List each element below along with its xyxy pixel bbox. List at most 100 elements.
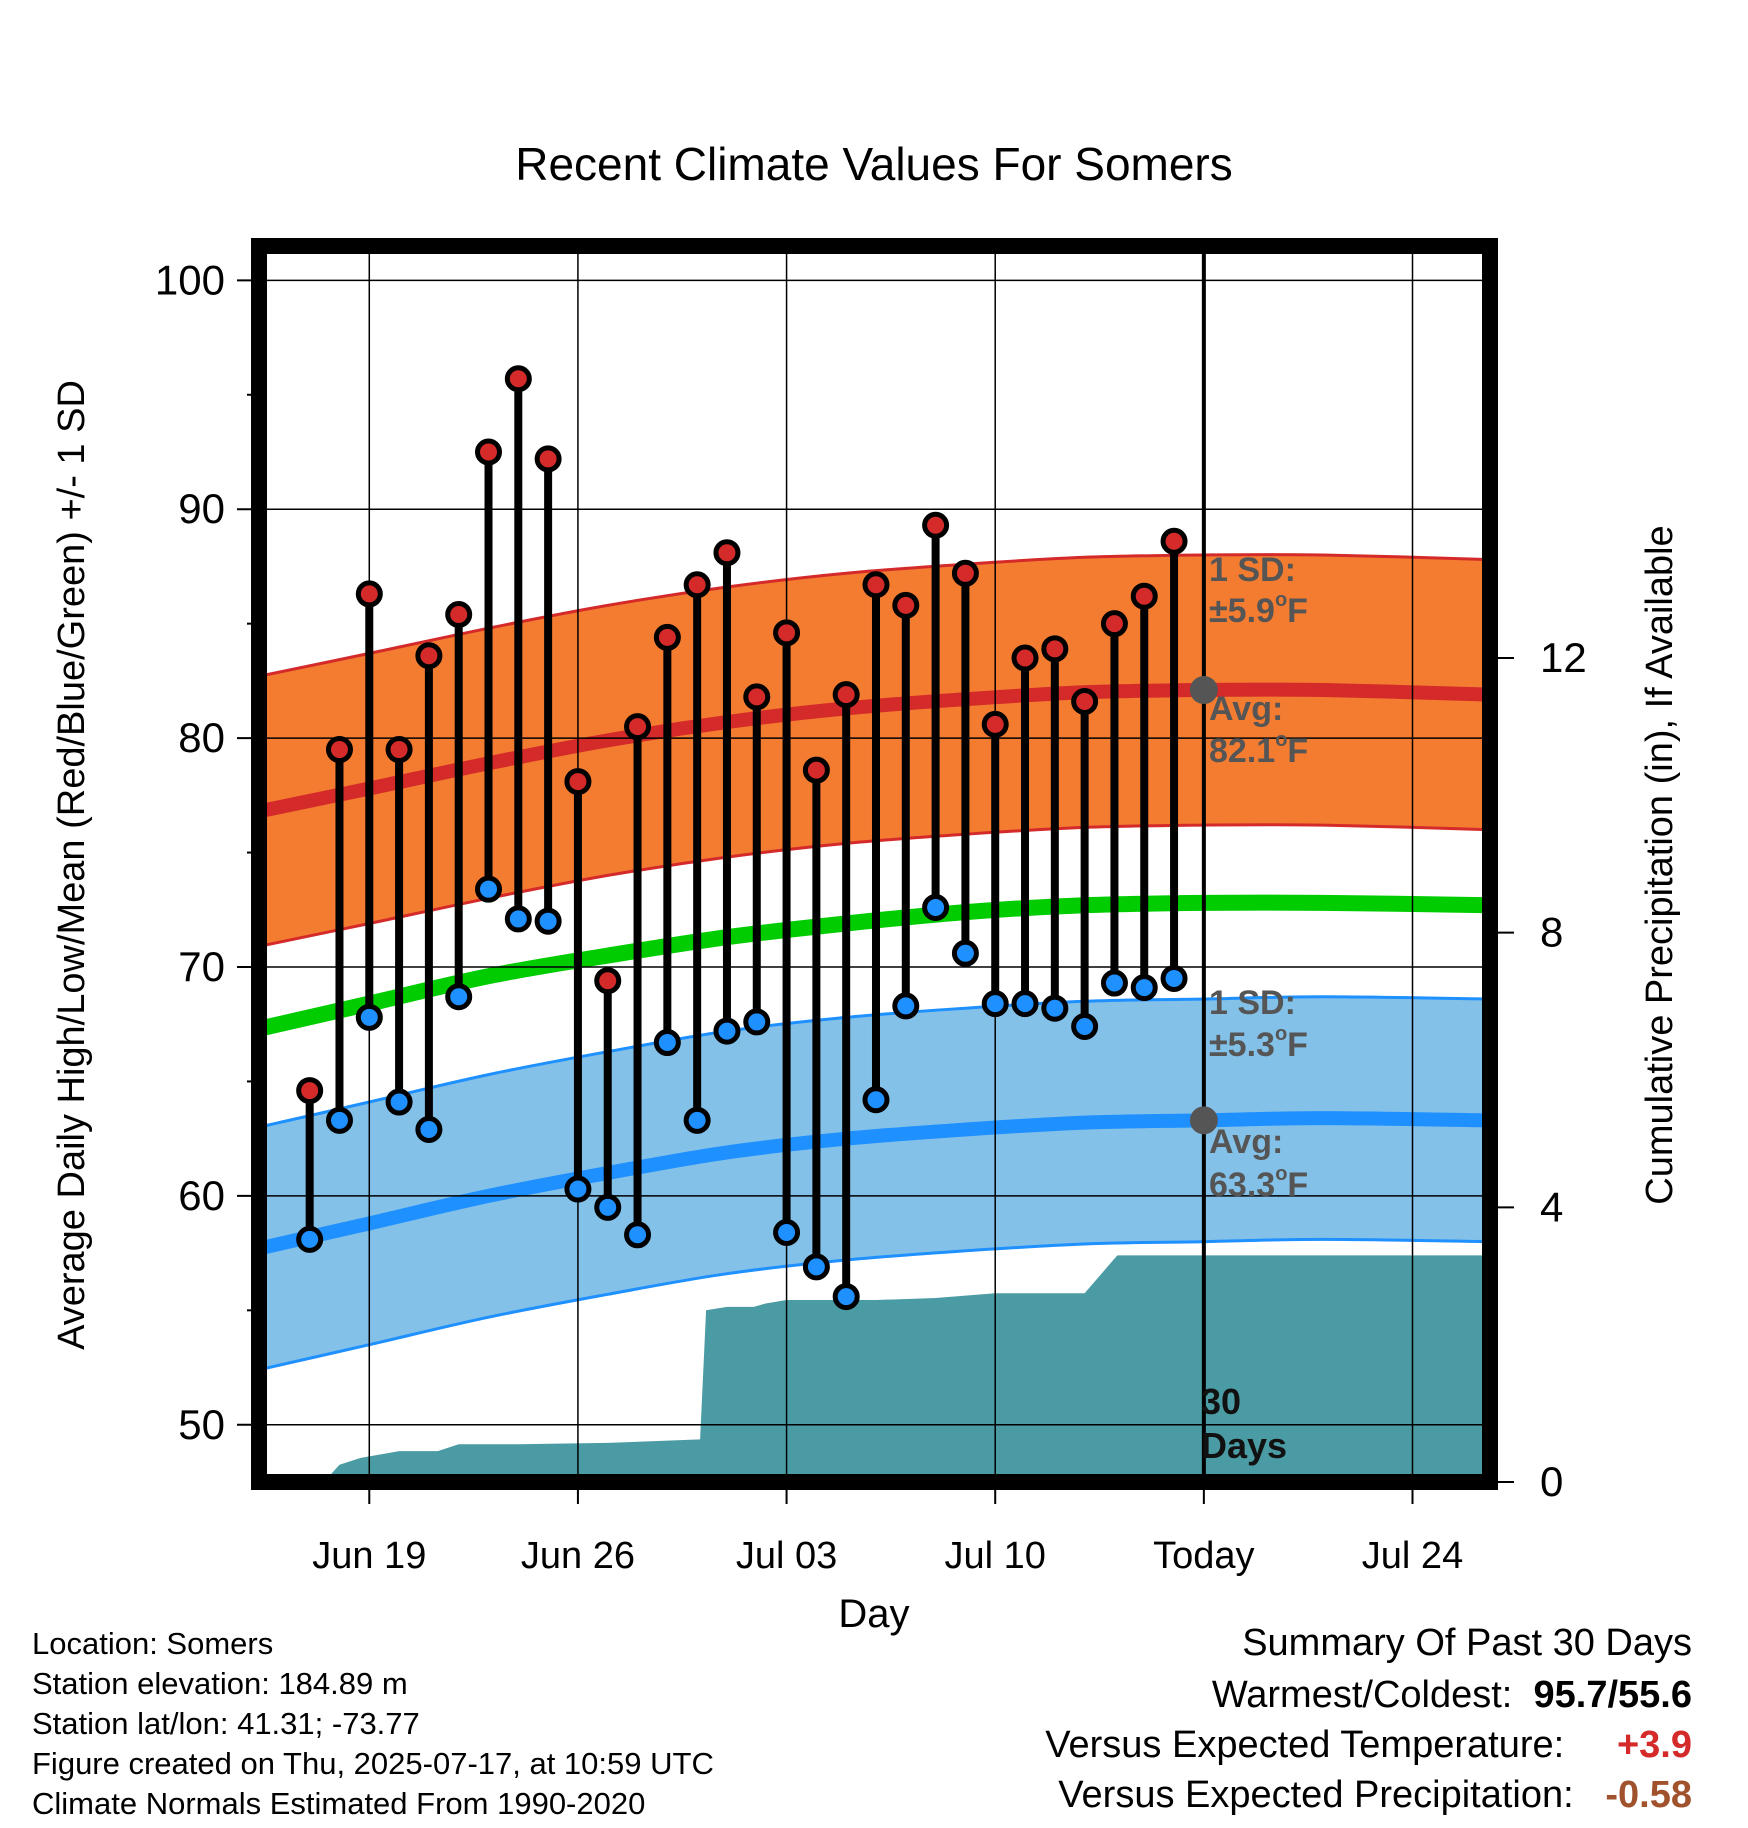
chart-title: Recent Climate Values For Somers	[515, 138, 1233, 190]
observed-low-point	[773, 1219, 801, 1247]
observed-high-point	[832, 681, 860, 709]
observed-low-point	[594, 1193, 622, 1221]
low-sd-band	[259, 996, 1490, 1370]
observed-high-point	[922, 511, 950, 539]
low-avg-number: 63.3	[1209, 1166, 1275, 1204]
observed-low-point	[683, 1106, 711, 1134]
low-sd-number: ±5.3	[1209, 1026, 1275, 1064]
temp-value: +3.9	[1616, 1724, 1692, 1766]
observed-high-point	[564, 768, 592, 796]
y-tick-label: 60	[178, 1172, 225, 1219]
observed-high-point	[892, 591, 920, 619]
observed-high-point	[594, 967, 622, 995]
x-tick-label: Jul 24	[1362, 1535, 1463, 1577]
unit-letter: F	[1287, 1166, 1308, 1204]
summary-precip: Versus Expected Precipitation: -0.58	[1058, 1770, 1692, 1820]
observed-high-point	[802, 756, 830, 784]
low-sd-label: 1 SD:	[1209, 984, 1296, 1022]
high-avg-number: 82.1	[1209, 732, 1275, 770]
coldest-value: 55.6	[1618, 1674, 1692, 1716]
observed-low-point	[534, 907, 562, 935]
degree-sup: o	[1275, 1163, 1287, 1185]
high-avg-value: 82.1oF	[1209, 729, 1308, 770]
warmest-value: 95.7	[1533, 1674, 1608, 1716]
observed-low-point	[951, 939, 979, 967]
observed-high-point	[981, 710, 1009, 738]
window-label-number: 30	[1201, 1381, 1241, 1422]
observed-high-point	[1100, 610, 1128, 638]
y2-tick-label: 4	[1540, 1183, 1563, 1230]
x-tick-label: Today	[1153, 1535, 1254, 1577]
info-created: Figure created on Thu, 2025-07-17, at 10…	[32, 1746, 714, 1781]
observed-high-point	[325, 736, 353, 764]
observed-low-point	[862, 1086, 890, 1114]
low-avg-label: Avg:	[1209, 1123, 1283, 1161]
info-normals: Climate Normals Estimated From 1990-2020	[32, 1786, 646, 1821]
observed-low-point	[1011, 990, 1039, 1018]
warm-cold-label: Warmest/Coldest:	[1211, 1674, 1513, 1716]
unit-letter: F	[1287, 592, 1308, 630]
observed-high-point	[415, 642, 443, 670]
summary-warm-cold: Warmest/Coldest: 95.7/55.6	[1212, 1670, 1692, 1720]
observed-low-point	[1041, 994, 1069, 1022]
info-latlon: Station lat/lon: 41.31; -73.77	[32, 1706, 420, 1741]
observed-high-point	[534, 445, 562, 473]
today-low-average-marker	[1189, 1106, 1218, 1135]
plot-area: 1 SD: ±5.9oF Avg: 82.1oF 1 SD: ±5.3oF Av…	[155, 238, 1587, 1577]
y2-tick-label: 0	[1540, 1458, 1563, 1505]
observed-low-point	[922, 893, 950, 921]
high-sd-number: ±5.9	[1209, 592, 1275, 630]
observed-high-point	[475, 438, 503, 466]
degree-sup: o	[1275, 589, 1287, 611]
observed-low-point	[355, 1003, 383, 1031]
observed-high-point	[1041, 635, 1069, 663]
summary-temp: Versus Expected Temperature: +3.9	[1045, 1720, 1692, 1770]
degree-sup: o	[1275, 1023, 1287, 1045]
y2-tick-label: 12	[1540, 634, 1587, 681]
observed-high-point	[296, 1077, 324, 1105]
temp-label: Versus Expected Temperature:	[1045, 1724, 1565, 1766]
y-tick-label: 80	[178, 714, 225, 761]
observed-high-point	[773, 619, 801, 647]
observed-high-point	[1160, 527, 1188, 555]
low-avg-value: 63.3oF	[1209, 1163, 1308, 1204]
observed-low-point	[564, 1175, 592, 1203]
observed-high-point	[445, 601, 473, 629]
x-tick-label: Jul 03	[736, 1535, 837, 1577]
observed-low-point	[1071, 1013, 1099, 1041]
annotations: 1 SD: ±5.9oF Avg: 82.1oF 1 SD: ±5.3oF Av…	[1201, 551, 1308, 1466]
observed-high-point	[713, 539, 741, 567]
observed-high-point	[683, 571, 711, 599]
warm-cold-separator: /	[1607, 1674, 1619, 1716]
observed-high-point	[1130, 582, 1158, 610]
summary-heading: Summary Of Past 30 Days	[1242, 1622, 1692, 1664]
axis-ticks: 50 60 70 80 90 100 0 4 8 12 Jun 19 Jun 26 Jul 03 Jul …	[155, 256, 1587, 1577]
observed-low-point	[504, 905, 532, 933]
observed-high-point	[1071, 687, 1099, 715]
observed-low-point	[1100, 969, 1128, 997]
x-tick-label: Jun 19	[312, 1535, 426, 1577]
x-tick-label: Jul 10	[945, 1535, 1046, 1577]
observed-low-point	[475, 875, 503, 903]
unit-letter: F	[1287, 1026, 1308, 1064]
high-sd-label: 1 SD:	[1209, 551, 1296, 589]
high-sd-upper-line	[259, 553, 1490, 678]
today-high-average-marker	[1189, 676, 1218, 705]
observed-values	[296, 365, 1188, 1311]
low-sd-value: ±5.3oF	[1209, 1023, 1308, 1064]
x-tick-label: Jun 26	[521, 1535, 635, 1577]
observed-low-point	[653, 1029, 681, 1057]
observed-low-point	[1130, 974, 1158, 1002]
y-axis-label: Average Daily High/Low/Mean (Red/Blue/Gr…	[51, 380, 93, 1350]
precip-label: Versus Expected Precipitation:	[1058, 1774, 1574, 1816]
observed-low-point	[296, 1225, 324, 1253]
plot-frame	[251, 238, 1498, 1490]
y-tick-label: 70	[178, 943, 225, 990]
observed-low-point	[1160, 964, 1188, 992]
observed-high-point	[653, 623, 681, 651]
observed-low-point	[832, 1283, 860, 1311]
observed-high-point	[743, 683, 771, 711]
observed-low-point	[802, 1253, 830, 1281]
window-label-days: Days	[1201, 1425, 1287, 1466]
